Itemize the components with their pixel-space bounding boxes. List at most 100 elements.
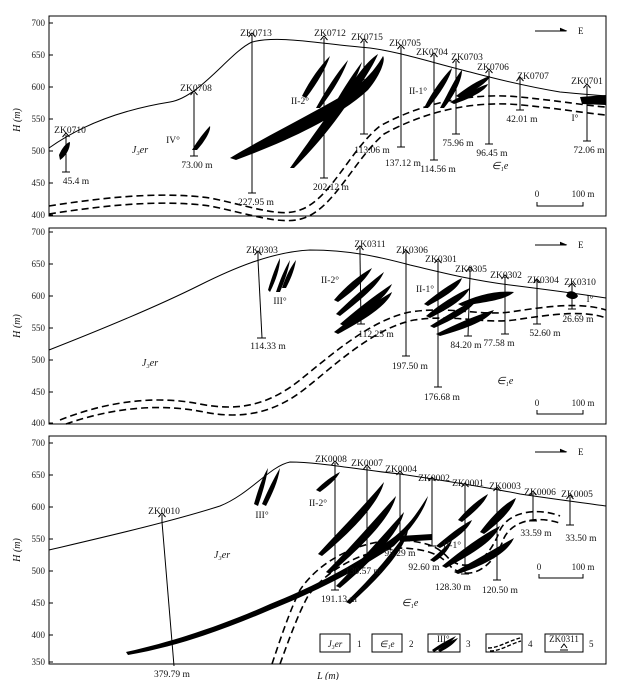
- drill-holes: [62, 42, 591, 194]
- y-tick-label: 450: [32, 387, 46, 397]
- hole-depth: 33.59 m: [520, 529, 552, 539]
- hole-name: ZK0002: [418, 474, 450, 484]
- legend-symbol: J₃er: [328, 639, 343, 649]
- hole-depth: 33.50 m: [565, 534, 597, 544]
- hole-name: ZK0301: [425, 255, 457, 265]
- hole-depth: 45.4 m: [63, 177, 90, 187]
- legend-number: 1: [357, 639, 362, 649]
- hole-name: ZK0306: [396, 246, 428, 256]
- y-tick-label: 550: [32, 114, 46, 124]
- hole-depth: 96.45 m: [476, 149, 508, 159]
- panel-line00: 700 650 600 550 500 450 400 350 H (m): [12, 435, 607, 680]
- hole-depth: 26.69 m: [562, 315, 594, 325]
- ore-label: II-2°: [291, 96, 309, 107]
- hole-depth: 72.06 m: [573, 146, 605, 156]
- ore-label: III°: [273, 296, 286, 307]
- svg-text:100 m: 100 m: [572, 562, 595, 572]
- hole-depth: 95.29 m: [384, 549, 416, 559]
- hole-depth: 191.13 m: [321, 595, 358, 605]
- y-tick-label: 600: [32, 82, 46, 92]
- y-axis: 700 650 600 550 500 450 400 H (m): [12, 227, 53, 428]
- svg-text:0: 0: [535, 189, 540, 199]
- y-tick-label: 450: [32, 178, 46, 188]
- hole-depth: 42.01 m: [506, 115, 538, 125]
- legend-box-unconformity: [485, 633, 523, 653]
- hole-depth: 52.60 m: [529, 329, 561, 339]
- hole-depth: 202.12 m: [313, 183, 350, 193]
- hole-depth: 379.79 m: [154, 670, 191, 680]
- unit-label: J₃er: [132, 145, 148, 156]
- hole-depth: 77.58 m: [483, 339, 515, 349]
- drill-holes: [257, 254, 576, 388]
- panel-frame: [48, 227, 607, 425]
- y-tick-label: 600: [32, 502, 46, 512]
- y-tick-label: 350: [32, 657, 46, 667]
- hole-name: ZK0004: [385, 465, 417, 475]
- scale-bar: 0 100 m: [535, 189, 595, 207]
- hole-name: ZK0715: [351, 33, 383, 43]
- unit-label: ∈₁e: [492, 161, 509, 172]
- y-axis-label: H (m): [12, 538, 23, 563]
- hole-name: ZK0006: [524, 488, 556, 498]
- hole-depth: 114.33 m: [250, 342, 286, 352]
- east-arrow: E: [535, 26, 584, 36]
- ore-bodies: [268, 258, 578, 336]
- unit-label: J₃er: [142, 358, 158, 369]
- legend-symbol: ∈₁e: [380, 639, 395, 649]
- topography-line: [48, 38, 607, 149]
- hole-name: ZK0710: [54, 126, 86, 136]
- hole-name: ZK0705: [389, 39, 421, 49]
- scale-bar: 0 100 m: [537, 562, 595, 579]
- y-tick-label: 550: [32, 534, 46, 544]
- topography-line: [48, 249, 607, 351]
- ore-label: I°: [572, 113, 579, 124]
- panel-frame: [48, 15, 607, 217]
- drill-holes: [161, 470, 574, 667]
- y-axis-label: H (m): [12, 314, 23, 339]
- legend-number: 3: [466, 639, 471, 649]
- hole-depth: 137.12 m: [385, 159, 422, 169]
- hole-name: ZK0304: [527, 276, 559, 286]
- svg-text:100 m: 100 m: [572, 189, 595, 199]
- panel-line07: 700 650 600 550 500 450 400 H (m): [12, 15, 607, 222]
- unit-label: J₃er: [214, 550, 230, 561]
- hole-name: ZK0703: [451, 53, 483, 63]
- east-arrow: E: [535, 240, 584, 250]
- ore-label: II-1°: [409, 86, 427, 97]
- hole-depth: 227.95 m: [238, 198, 275, 208]
- panel-line03: 700 650 600 550 500 450 400 H (m): [12, 227, 607, 428]
- hole-name: ZK0708: [180, 84, 212, 94]
- legend-symbol: ZK0311: [549, 634, 579, 644]
- hole-name: ZK0008: [315, 455, 347, 465]
- ore-label: II-2°: [321, 275, 339, 286]
- y-tick-label: 550: [32, 323, 46, 333]
- svg-text:0: 0: [537, 562, 542, 572]
- legend-number: 4: [528, 639, 533, 649]
- hole-name: ZK0706: [477, 63, 509, 73]
- ore-label: I°: [587, 294, 594, 305]
- hole-depth: 197.50 m: [392, 362, 429, 372]
- hole-depth: 92.60 m: [408, 563, 440, 573]
- x-axis-label: L (m): [316, 671, 339, 680]
- hole-depth: 73.00 m: [181, 161, 213, 171]
- svg-text:100 m: 100 m: [572, 398, 595, 408]
- y-tick-label: 700: [32, 227, 46, 237]
- y-axis: 700 650 600 550 500 450 400 H (m): [12, 18, 53, 220]
- hole-name: ZK0005: [561, 490, 593, 500]
- hole-name: ZK0707: [517, 72, 549, 82]
- legend-symbol: III°: [437, 634, 450, 644]
- y-tick-label: 650: [32, 50, 46, 60]
- hole-name: ZK0010: [148, 507, 180, 517]
- east-arrow: E: [535, 447, 584, 457]
- hole-name: ZK0311: [354, 240, 386, 250]
- svg-text:0: 0: [535, 398, 540, 408]
- hole-depth: 114.56 m: [420, 165, 456, 175]
- hole-name: ZK0310: [564, 278, 596, 288]
- legend-box-e1e: [371, 633, 403, 653]
- unconformity-line: [279, 518, 563, 665]
- hole-depth: 113.06 m: [354, 146, 390, 156]
- legend-number: 2: [409, 639, 414, 649]
- hole-depth: 75.96 m: [442, 139, 474, 149]
- unconformity-line: [48, 95, 607, 214]
